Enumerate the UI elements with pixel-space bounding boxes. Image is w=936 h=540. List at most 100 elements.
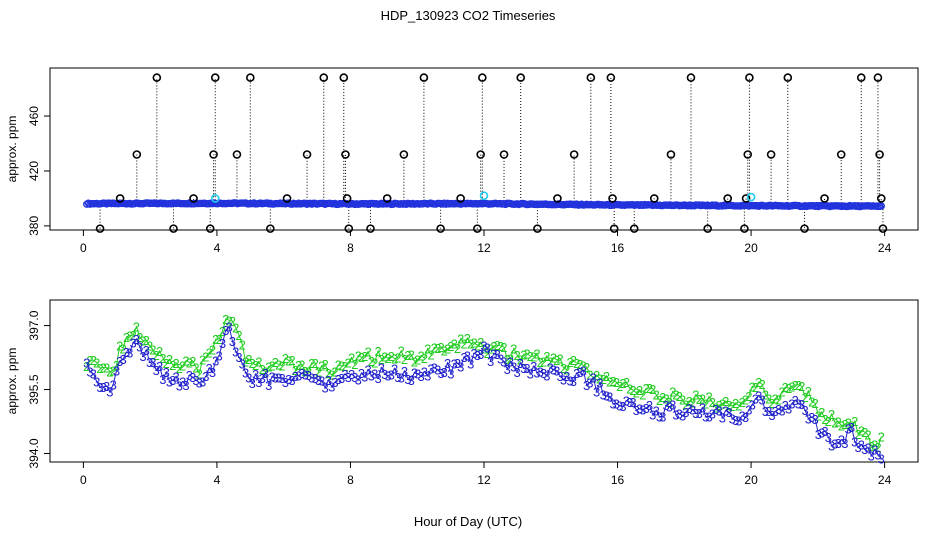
series-3-mark: 3 <box>348 367 355 382</box>
series-3-mark: 3 <box>782 398 789 413</box>
series-2-mark: 2 <box>159 351 166 366</box>
highlight-point-2 <box>746 192 756 202</box>
series-2-mark: 2 <box>345 356 352 371</box>
spike-point-4 <box>169 224 178 233</box>
series-3-mark: 3 <box>275 371 282 386</box>
series-2-mark: 2 <box>825 414 832 429</box>
spike-point-3 <box>152 73 162 82</box>
y-tick-label-1-0: 380 <box>27 216 41 236</box>
series-2-mark: 2 <box>275 358 282 373</box>
x-tick-label-1-1: 4 <box>214 241 221 255</box>
series-3-mark: 3 <box>83 356 90 371</box>
series-2-mark: 2 <box>391 352 398 367</box>
series-3-mark: 3 <box>768 408 775 423</box>
series-3-mark: 3 <box>563 369 570 384</box>
series-3-mark: 3 <box>686 401 693 416</box>
series-2-mark: 2 <box>335 358 342 373</box>
series-2-mark: 2 <box>222 312 229 327</box>
series-2-mark: 2 <box>90 353 97 368</box>
series-2-mark: 2 <box>629 383 636 398</box>
series-3-mark: 3 <box>566 374 573 389</box>
series-3-mark: 3 <box>355 373 362 388</box>
series-3-mark: 3 <box>749 398 756 413</box>
series-3-mark: 3 <box>480 338 487 353</box>
series-2-mark: 2 <box>845 415 852 430</box>
series-3-mark: 3 <box>729 411 736 426</box>
series-3-mark: 3 <box>113 364 120 379</box>
series-2-mark: 2 <box>110 364 117 379</box>
series-3-mark: 3 <box>878 451 885 466</box>
series-2-mark: 2 <box>778 385 785 400</box>
series-3-mark: 3 <box>460 350 467 365</box>
spike-point-23 <box>436 224 445 233</box>
series-2-mark: 2 <box>394 350 401 365</box>
series-3-mark: 3 <box>523 361 530 376</box>
series-3-mark: 3 <box>689 403 696 418</box>
series-3-mark: 3 <box>805 411 812 426</box>
series-line-3 <box>86 325 882 459</box>
series-2-mark: 2 <box>136 330 143 345</box>
series-2-mark: 2 <box>169 358 176 373</box>
series-2-mark: 2 <box>282 351 289 366</box>
series-3-mark: 3 <box>265 378 272 393</box>
series-3-mark: 3 <box>119 352 126 367</box>
series-2-mark: 2 <box>656 393 663 408</box>
series-3-mark: 3 <box>374 371 381 386</box>
series-3-mark: 3 <box>629 395 636 410</box>
spike-point-32 <box>569 150 579 159</box>
series-2-mark: 2 <box>119 341 126 356</box>
y-tick-label-2-2: 397.0 <box>27 310 41 340</box>
series-3-mark: 3 <box>176 378 183 393</box>
series-3-mark: 3 <box>206 361 213 376</box>
series-3-mark: 3 <box>785 402 792 417</box>
series-3-mark: 3 <box>500 354 507 369</box>
series-2-mark: 2 <box>543 349 550 364</box>
series-3-mark: 3 <box>414 367 421 382</box>
series-2-mark: 2 <box>633 386 640 401</box>
series-2-mark: 2 <box>613 375 620 390</box>
series-2-mark: 2 <box>268 358 275 373</box>
series-2-mark: 2 <box>470 336 477 351</box>
series-2-mark: 2 <box>679 393 686 408</box>
series-3-mark: 3 <box>547 361 554 376</box>
series-2-mark: 2 <box>725 398 732 413</box>
series-2-mark: 2 <box>123 330 130 345</box>
series-2-mark: 2 <box>143 333 150 348</box>
series-3-mark: 3 <box>431 361 438 376</box>
series-3-mark: 3 <box>321 381 328 396</box>
series-3-mark: 3 <box>182 378 189 393</box>
series-2-mark: 2 <box>699 392 706 407</box>
series-2-mark: 2 <box>408 348 415 363</box>
series-3-mark: 3 <box>801 403 808 418</box>
spike-point-33 <box>586 73 596 82</box>
spike-point-44 <box>741 194 751 203</box>
series-2-mark: 2 <box>643 381 650 396</box>
spike-point-27 <box>478 73 487 82</box>
spike-point-46 <box>745 73 754 82</box>
series-3-mark: 3 <box>103 379 110 394</box>
y-tick-label-1-2: 460 <box>27 106 41 126</box>
series-2-mark: 2 <box>520 347 527 362</box>
series-3-mark: 3 <box>811 412 818 427</box>
series-3-mark: 3 <box>835 436 842 451</box>
series-3-mark: 3 <box>331 375 338 390</box>
series-3-mark: 3 <box>199 375 206 390</box>
series-3-mark: 3 <box>186 368 193 383</box>
series-3-mark: 3 <box>662 398 669 413</box>
series-3-mark: 3 <box>146 355 153 370</box>
series-2-mark: 2 <box>285 353 292 368</box>
series-2-mark: 2 <box>86 353 93 368</box>
series-2-mark: 2 <box>328 368 335 383</box>
series-2-mark: 2 <box>682 398 689 413</box>
series-2-mark: 2 <box>441 344 448 359</box>
series-3-mark: 3 <box>292 369 299 384</box>
series-3-mark: 3 <box>871 443 878 458</box>
series-2-mark: 2 <box>715 398 722 413</box>
series-3-mark: 3 <box>123 345 130 360</box>
series-3-mark: 3 <box>384 369 391 384</box>
series-2-mark: 2 <box>272 355 279 370</box>
series-3-mark: 3 <box>358 366 365 381</box>
series-3-mark: 3 <box>378 361 385 376</box>
spike-point-22 <box>419 73 429 82</box>
spike-point-19 <box>366 224 375 233</box>
